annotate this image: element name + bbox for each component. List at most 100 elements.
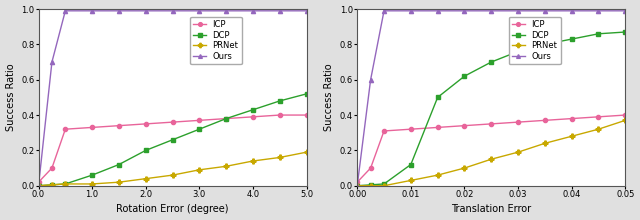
Line: Ours: Ours — [36, 9, 308, 188]
ICP — [595, 116, 602, 118]
PRNet — [169, 174, 177, 176]
Line: ICP: ICP — [36, 113, 308, 184]
ICP — [222, 117, 230, 120]
ICP — [568, 117, 575, 120]
PRNet — [249, 160, 257, 162]
DCP — [367, 183, 374, 186]
ICP — [303, 114, 310, 116]
PRNet — [367, 184, 374, 187]
X-axis label: Translation Error: Translation Error — [451, 204, 531, 214]
Ours — [249, 9, 257, 12]
ICP — [434, 126, 442, 129]
Ours — [35, 184, 42, 187]
PRNet — [48, 183, 56, 186]
DCP — [249, 108, 257, 111]
DCP — [353, 184, 361, 187]
DCP — [434, 96, 442, 99]
DCP — [195, 128, 203, 130]
Ours — [367, 78, 374, 81]
PRNet — [541, 142, 548, 145]
ICP — [621, 114, 629, 116]
Ours — [222, 9, 230, 12]
PRNet — [115, 181, 123, 183]
Ours — [276, 9, 284, 12]
Line: PRNet: PRNet — [36, 150, 309, 188]
Line: ICP: ICP — [355, 113, 627, 184]
ICP — [142, 123, 150, 125]
Ours — [407, 9, 415, 12]
Ours — [541, 9, 548, 12]
ICP — [276, 114, 284, 116]
Ours — [514, 9, 522, 12]
PRNet — [434, 174, 442, 176]
PRNet — [222, 165, 230, 168]
ICP — [461, 124, 468, 127]
ICP — [367, 167, 374, 169]
Y-axis label: Success Ratio: Success Ratio — [324, 64, 334, 131]
DCP — [461, 75, 468, 77]
Ours — [353, 184, 361, 187]
DCP — [88, 174, 96, 176]
PRNet — [595, 128, 602, 130]
ICP — [195, 119, 203, 122]
Legend: ICP, DCP, PRNet, Ours: ICP, DCP, PRNet, Ours — [190, 17, 242, 64]
DCP — [488, 61, 495, 63]
X-axis label: Rotation Error (degree): Rotation Error (degree) — [116, 204, 228, 214]
DCP — [541, 43, 548, 46]
Ours — [88, 9, 96, 12]
DCP — [303, 93, 310, 95]
DCP — [595, 33, 602, 35]
PRNet — [195, 169, 203, 171]
DCP — [169, 138, 177, 141]
Ours — [621, 9, 629, 12]
DCP — [380, 183, 388, 185]
Legend: ICP, DCP, PRNet, Ours: ICP, DCP, PRNet, Ours — [509, 17, 561, 64]
ICP — [48, 167, 56, 169]
PRNet — [461, 167, 468, 169]
DCP — [621, 31, 629, 33]
PRNet — [142, 177, 150, 180]
DCP — [48, 183, 56, 186]
Ours — [568, 9, 575, 12]
Line: DCP: DCP — [355, 30, 627, 188]
ICP — [35, 181, 42, 183]
Ours — [434, 9, 442, 12]
Line: PRNet: PRNet — [355, 118, 628, 188]
DCP — [222, 117, 230, 120]
Ours — [61, 9, 69, 12]
Ours — [115, 9, 123, 12]
PRNet — [303, 151, 310, 154]
ICP — [514, 121, 522, 123]
Ours — [380, 9, 388, 12]
PRNet — [621, 119, 629, 122]
Ours — [195, 9, 203, 12]
PRNet — [61, 183, 69, 185]
DCP — [35, 184, 42, 187]
Ours — [595, 9, 602, 12]
Ours — [142, 9, 150, 12]
DCP — [514, 50, 522, 53]
ICP — [407, 128, 415, 130]
ICP — [380, 130, 388, 132]
Ours — [461, 9, 468, 12]
DCP — [115, 163, 123, 166]
ICP — [88, 126, 96, 129]
ICP — [169, 121, 177, 123]
Ours — [169, 9, 177, 12]
Y-axis label: Success Ratio: Success Ratio — [6, 64, 15, 131]
ICP — [488, 123, 495, 125]
DCP — [61, 183, 69, 185]
ICP — [249, 116, 257, 118]
Line: Ours: Ours — [355, 9, 627, 188]
ICP — [61, 128, 69, 130]
ICP — [115, 124, 123, 127]
PRNet — [568, 135, 575, 138]
Ours — [48, 61, 56, 63]
PRNet — [276, 156, 284, 159]
PRNet — [488, 158, 495, 161]
Ours — [488, 9, 495, 12]
DCP — [568, 38, 575, 40]
PRNet — [380, 184, 388, 187]
PRNet — [514, 151, 522, 154]
DCP — [142, 149, 150, 152]
